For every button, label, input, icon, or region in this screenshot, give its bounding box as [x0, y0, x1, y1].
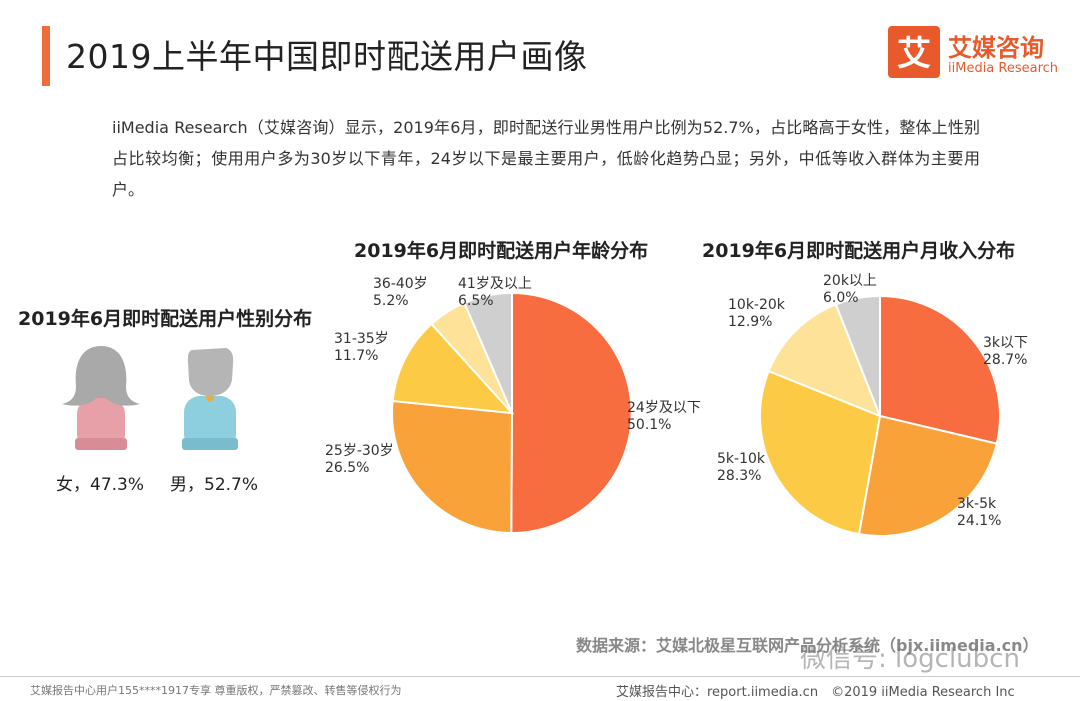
gender-figures — [62, 346, 238, 450]
income-slice-3 — [767, 303, 882, 418]
logo-mark: 艾 — [888, 26, 940, 78]
female-body — [77, 398, 125, 450]
age-slice-4 — [463, 291, 513, 414]
female-label: 女，47.3% — [56, 475, 145, 495]
gender-chart-title: 2019年6月即时配送用户性别分布 — [18, 308, 313, 330]
brand-logo: 艾 艾媒咨询 iiMedia Research — [888, 26, 1063, 84]
male-head — [188, 348, 234, 396]
income-slice-label-1: 3k-5k 24.1% — [957, 496, 1001, 530]
age-pie-chart — [391, 291, 633, 535]
age-slice-value-2: 11.7% — [334, 348, 379, 364]
age-slice-name-0: 24岁及以下 — [627, 400, 701, 416]
income-slice-value-1: 24.1% — [957, 513, 1002, 529]
age-slice-0 — [510, 291, 633, 535]
footer-copyright-notice: 艾媒报告中心用户155****1917专享 尊重版权，严禁篡改、转售等侵权行为 — [30, 684, 402, 697]
income-slice-name-0: 3k以下 — [983, 335, 1029, 351]
income-slice-value-4: 6.0% — [823, 290, 859, 306]
female-body-base — [75, 438, 127, 450]
male-icon — [182, 348, 238, 450]
male-body-base — [182, 438, 238, 450]
income-slice-4 — [834, 294, 881, 417]
data-source: 数据来源：艾媒北极星互联网产品分析系统（bjx.iimedia.cn） — [576, 636, 1039, 655]
income-slice-value-3: 12.9% — [728, 314, 773, 330]
wechat-watermark: 微信号: logclubcn — [800, 644, 1020, 674]
income-slice-label-0: 3k以下 28.7% — [983, 335, 1028, 369]
income-slice-name-2: 5k-10k — [717, 451, 765, 467]
income-slice-label-3: 10k-20k 12.9% — [728, 297, 785, 331]
footer-divider — [0, 676, 1080, 677]
age-slice-label-1: 25岁-30岁 26.5% — [325, 443, 394, 477]
income-slice-name-1: 3k-5k — [957, 496, 997, 512]
income-slice-name-3: 10k-20k — [728, 297, 785, 313]
income-slice-label-2: 5k-10k 28.3% — [717, 451, 765, 485]
page-title: 2019上半年中国即时配送用户画像 — [66, 37, 588, 76]
footer-site-info: 艾媒报告中心：report.iimedia.cn ©2019 iiMedia R… — [616, 685, 1015, 700]
logo-name-en: iiMedia Research — [948, 61, 1059, 76]
age-slice-2 — [391, 322, 515, 415]
income-slice-1 — [857, 414, 998, 537]
logo-name-cn: 艾媒咨询 — [948, 34, 1044, 62]
age-slice-value-1: 26.5% — [325, 460, 370, 476]
income-slice-value-2: 28.3% — [717, 468, 762, 484]
income-slice-2 — [759, 369, 882, 536]
title-accent-bar — [42, 26, 50, 86]
age-slice-name-3: 36-40岁 — [373, 276, 428, 292]
male-body — [184, 396, 236, 450]
age-slice-label-2: 31-35岁 11.7% — [334, 331, 389, 365]
age-slice-name-1: 25岁-30岁 — [325, 443, 394, 459]
age-slice-label-3: 36-40岁 5.2% — [373, 276, 428, 310]
income-slice-label-4: 20k以上 6.0% — [823, 273, 877, 307]
income-pie-chart — [759, 294, 1001, 537]
age-slice-name-2: 31-35岁 — [334, 331, 389, 347]
logo-mark-glyph: 艾 — [897, 34, 931, 74]
female-head — [62, 346, 140, 406]
intro-paragraph: iiMedia Research（艾媒咨询）显示，2019年6月，即时配送行业男… — [112, 118, 980, 199]
logo-mark-icon: 艾 — [897, 34, 931, 74]
income-slice-value-0: 28.7% — [983, 352, 1028, 368]
income-slice-0 — [879, 294, 1001, 445]
age-slice-label-0: 24岁及以下 50.1% — [627, 400, 701, 434]
age-slice-name-4: 41岁及以上 — [458, 276, 532, 292]
age-slice-value-3: 5.2% — [373, 293, 409, 309]
income-slice-name-4: 20k以上 — [823, 273, 877, 289]
male-collar — [206, 394, 214, 402]
age-chart-title: 2019年6月即时配送用户年龄分布 — [354, 240, 649, 262]
age-slice-label-4: 41岁及以上 6.5% — [458, 276, 532, 310]
age-slice-value-4: 6.5% — [458, 293, 494, 309]
income-chart-title: 2019年6月即时配送用户月收入分布 — [702, 240, 1016, 262]
male-label: 男，52.7% — [170, 475, 259, 495]
female-icon — [62, 346, 140, 450]
age-slice-value-0: 50.1% — [627, 417, 672, 433]
age-slice-1 — [391, 399, 514, 535]
